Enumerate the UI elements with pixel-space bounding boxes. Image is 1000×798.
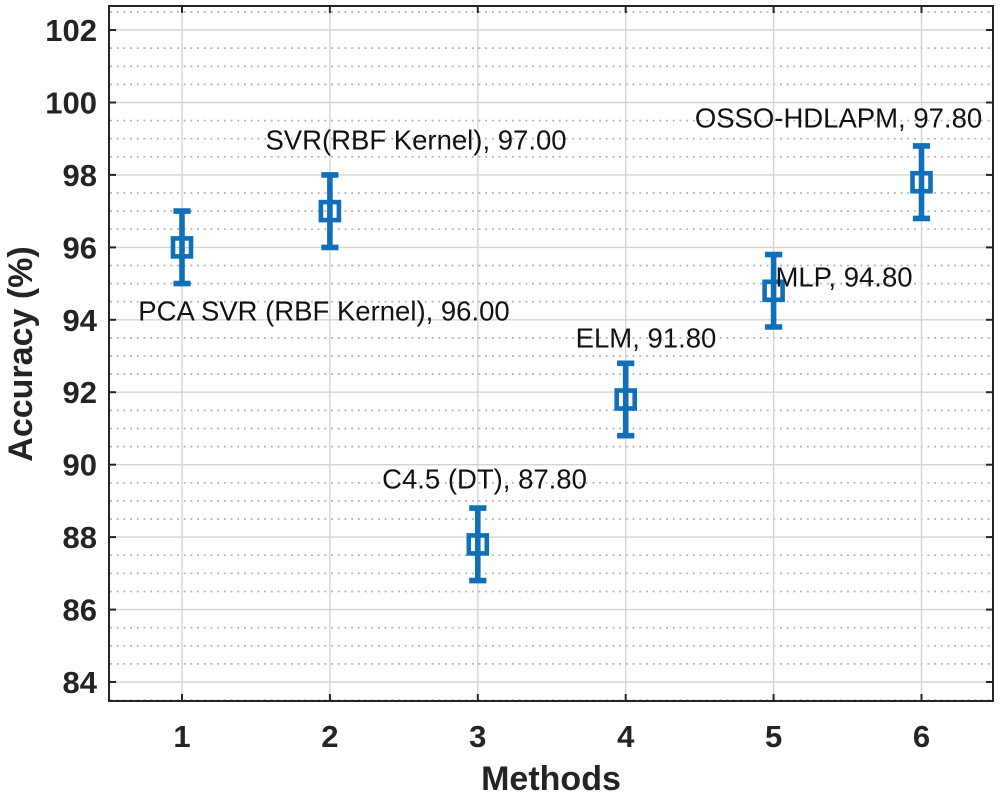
svg-text:98: 98 [63, 158, 97, 193]
svg-text:PCA SVR (RBF Kernel), 96.00: PCA SVR (RBF Kernel), 96.00 [138, 296, 509, 327]
svg-text:94: 94 [63, 303, 98, 338]
svg-text:96: 96 [63, 230, 97, 265]
svg-text:ELM, 91.80: ELM, 91.80 [576, 323, 717, 354]
svg-text:SVR(RBF Kernel), 97.00: SVR(RBF Kernel), 97.00 [265, 125, 566, 156]
svg-text:90: 90 [63, 448, 97, 483]
svg-text:5: 5 [765, 719, 782, 754]
svg-text:100: 100 [45, 86, 97, 121]
svg-text:1: 1 [173, 719, 190, 754]
svg-text:4: 4 [617, 719, 635, 754]
svg-text:OSSO-HDLAPM, 97.80: OSSO-HDLAPM, 97.80 [695, 103, 982, 134]
svg-text:MLP, 94.80: MLP, 94.80 [775, 262, 912, 293]
svg-text:C4.5 (DT), 87.80: C4.5 (DT), 87.80 [382, 464, 587, 495]
svg-text:92: 92 [63, 375, 97, 410]
svg-text:88: 88 [63, 520, 97, 555]
svg-text:102: 102 [45, 13, 97, 48]
svg-text:Accuracy (%): Accuracy (%) [2, 246, 40, 461]
svg-text:Methods: Methods [481, 760, 621, 798]
svg-text:6: 6 [913, 719, 930, 754]
svg-text:3: 3 [469, 719, 486, 754]
svg-text:2: 2 [321, 719, 338, 754]
svg-text:84: 84 [63, 665, 98, 700]
svg-text:86: 86 [63, 593, 97, 628]
